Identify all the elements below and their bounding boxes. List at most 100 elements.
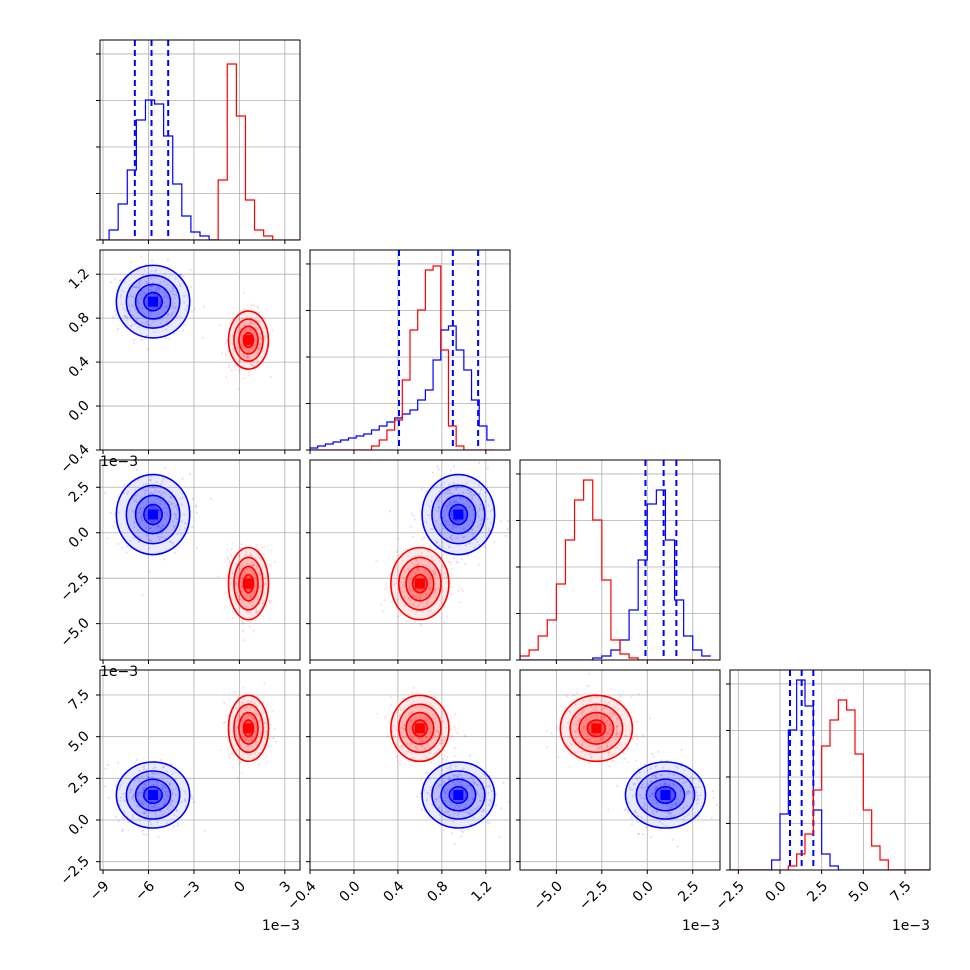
sample-point bbox=[450, 503, 454, 507]
sample-point bbox=[459, 773, 462, 777]
sample-point bbox=[412, 562, 416, 566]
sample-point bbox=[681, 808, 684, 811]
sample-point bbox=[449, 535, 453, 538]
sample-point bbox=[171, 312, 174, 316]
sample-point bbox=[489, 799, 492, 803]
sample-point bbox=[265, 562, 269, 565]
sample-point bbox=[155, 269, 158, 272]
sample-point bbox=[250, 739, 254, 742]
sample-point bbox=[172, 544, 175, 547]
sample-point bbox=[399, 762, 402, 765]
sample-point bbox=[478, 794, 481, 797]
sample-point bbox=[439, 742, 442, 745]
sample-point bbox=[242, 354, 246, 357]
sample-point bbox=[458, 520, 461, 523]
sample-point bbox=[263, 336, 266, 340]
sample-point bbox=[161, 480, 164, 483]
sample-point bbox=[138, 769, 141, 772]
sample-point bbox=[169, 496, 173, 499]
sample-point bbox=[476, 790, 479, 793]
sample-point bbox=[658, 783, 662, 786]
sample-point bbox=[427, 792, 430, 795]
tick-label-x: 0.8 bbox=[424, 878, 451, 905]
sample-point bbox=[141, 775, 144, 778]
sample-point bbox=[142, 764, 146, 767]
panel-0-0 bbox=[96, 39, 301, 244]
sample-point bbox=[128, 791, 132, 794]
sample-point bbox=[263, 327, 266, 330]
sample-point bbox=[234, 730, 237, 733]
sample-point bbox=[409, 719, 412, 722]
sample-point bbox=[635, 811, 638, 814]
sample-point bbox=[134, 286, 138, 289]
sample-point bbox=[473, 781, 476, 784]
sample-point bbox=[140, 791, 144, 794]
sample-point bbox=[471, 508, 474, 511]
sample-point bbox=[138, 800, 141, 803]
sample-point bbox=[424, 735, 427, 738]
sample-point bbox=[476, 807, 479, 810]
sample-point bbox=[254, 339, 257, 342]
sample-point bbox=[255, 543, 258, 547]
panel-2-1 bbox=[306, 459, 511, 664]
sample-point bbox=[133, 526, 136, 529]
sample-point bbox=[236, 749, 239, 752]
sample-point bbox=[252, 693, 255, 696]
sample-point bbox=[241, 620, 244, 623]
sample-point bbox=[411, 691, 414, 694]
sample-point bbox=[442, 509, 446, 512]
sample-point bbox=[413, 518, 417, 521]
sample-point bbox=[416, 746, 419, 750]
scatter-blue bbox=[416, 734, 510, 846]
sample-point bbox=[652, 791, 655, 794]
sample-point bbox=[166, 312, 170, 316]
sample-point bbox=[459, 783, 462, 786]
sample-point bbox=[400, 745, 403, 748]
sample-point bbox=[457, 485, 460, 488]
tick-label-x: −2.5 bbox=[576, 878, 611, 913]
sample-point bbox=[460, 781, 463, 784]
sample-point bbox=[237, 762, 240, 766]
sample-point bbox=[425, 707, 429, 710]
sample-point bbox=[249, 322, 252, 325]
sample-point bbox=[246, 355, 249, 358]
sample-point bbox=[261, 602, 264, 605]
sample-point bbox=[445, 792, 449, 795]
sample-point bbox=[243, 346, 246, 349]
sample-point bbox=[184, 805, 187, 808]
sample-point bbox=[136, 300, 139, 303]
sample-point bbox=[468, 504, 471, 508]
sample-point bbox=[270, 599, 273, 602]
sample-point bbox=[468, 808, 471, 811]
sample-point bbox=[239, 710, 243, 713]
sample-point bbox=[401, 721, 404, 724]
sample-point bbox=[166, 297, 170, 300]
tick-label-x: −6 bbox=[132, 878, 158, 904]
sample-point bbox=[152, 805, 156, 808]
sample-point bbox=[142, 789, 145, 792]
sample-point bbox=[648, 717, 652, 720]
sample-point bbox=[414, 572, 417, 576]
sample-point bbox=[165, 328, 168, 331]
sample-point bbox=[163, 803, 166, 806]
sample-point bbox=[384, 587, 387, 591]
sample-point bbox=[246, 315, 249, 318]
panel-3-1 bbox=[306, 669, 511, 874]
sample-point bbox=[451, 502, 454, 505]
sample-point bbox=[668, 812, 671, 815]
sample-point bbox=[453, 842, 456, 846]
sample-point bbox=[485, 798, 488, 801]
sample-point bbox=[671, 782, 675, 786]
sample-point bbox=[566, 695, 569, 698]
sample-point bbox=[181, 496, 184, 499]
density-peak-blue bbox=[453, 790, 464, 800]
sample-point bbox=[144, 488, 147, 491]
sample-point bbox=[466, 519, 469, 523]
sample-point bbox=[235, 592, 238, 595]
sample-point bbox=[444, 519, 447, 522]
sample-point bbox=[436, 719, 439, 722]
sample-point bbox=[191, 525, 194, 529]
sample-point bbox=[673, 783, 676, 786]
sample-point bbox=[253, 752, 257, 755]
sample-point bbox=[241, 702, 244, 705]
